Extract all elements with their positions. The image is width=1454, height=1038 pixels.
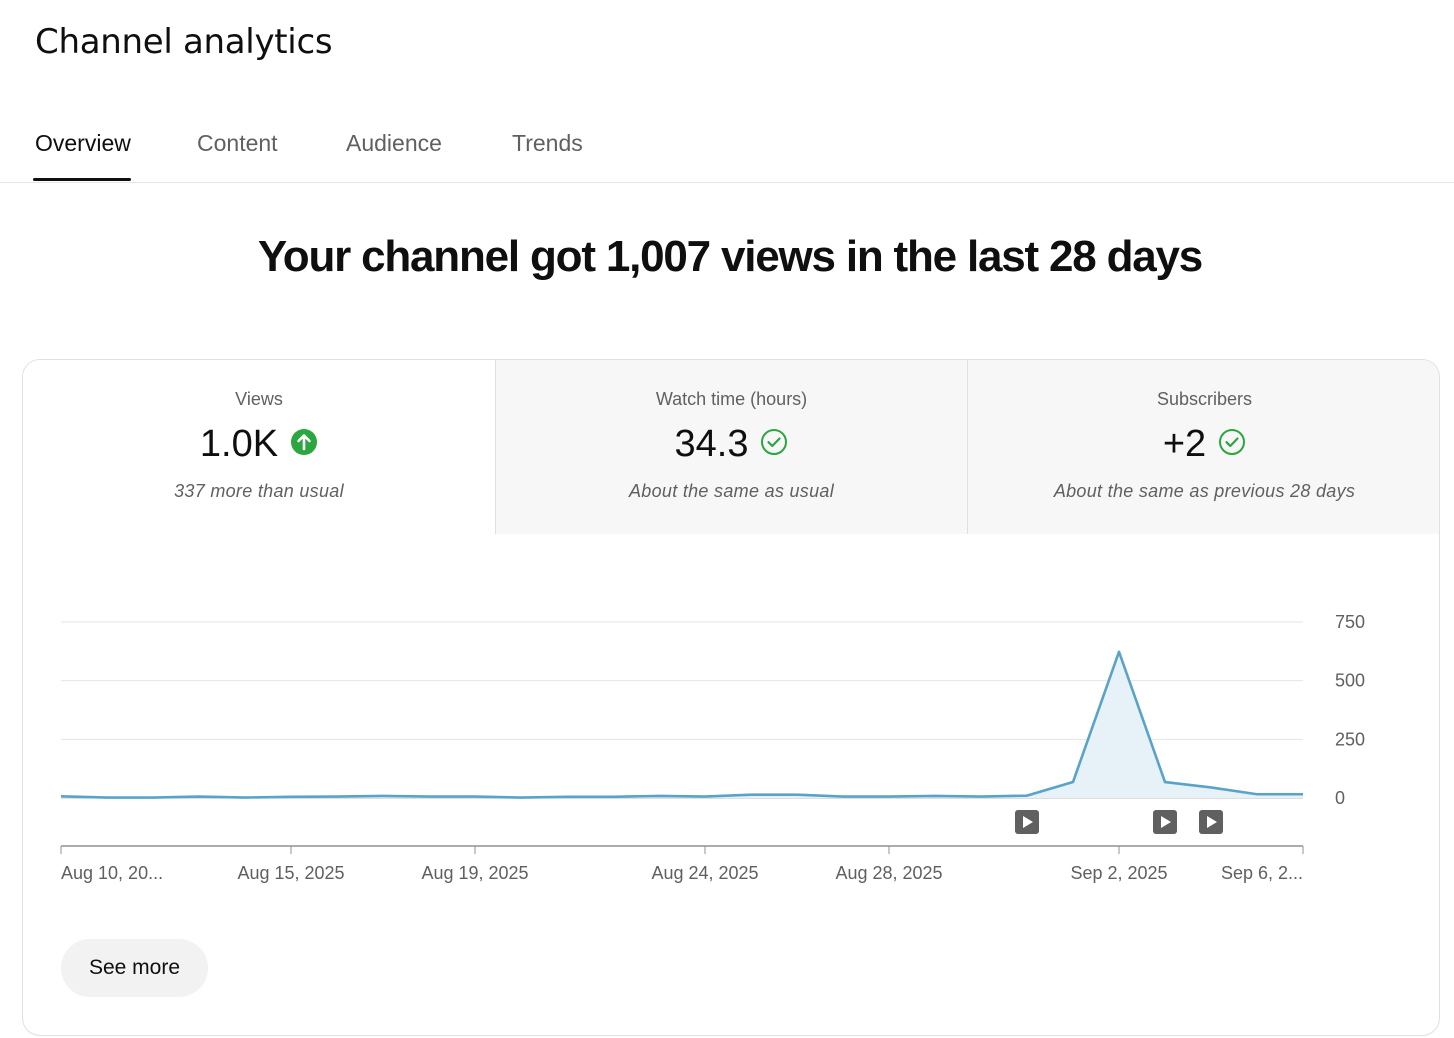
metric-value: +2 <box>1162 423 1207 465</box>
metric-title: Subscribers <box>1156 389 1253 409</box>
series-area <box>61 651 1303 798</box>
tab-content[interactable]: Content <box>197 130 278 156</box>
y-tick-label: 0 <box>1335 788 1345 808</box>
series-line <box>60 650 1303 799</box>
metric-views[interactable]: Views 1.0K 337 more than usual <box>23 360 495 534</box>
x-tick-label: Aug 10, 20... <box>61 863 163 883</box>
metric-watch-time[interactable]: Watch time (hours) 34.3 About the same a… <box>496 360 967 534</box>
metric-value-row: 34.3 <box>496 423 967 466</box>
x-tick-label: Aug 15, 2025 <box>237 863 344 883</box>
active-tab-indicator <box>33 178 131 181</box>
metric-subscribers[interactable]: Subscribers +2 About the same as previou… <box>968 360 1439 534</box>
metric-note: 337 more than usual <box>174 481 344 501</box>
tab-trends[interactable]: Trends <box>512 130 583 156</box>
views-chart-svg: 0 250 500 750 Aug 10, 20... Aug 15, 2025 Aug 1… <box>60 612 1365 883</box>
page-title: Channel analytics <box>35 22 333 62</box>
metric-note: About the same as usual <box>628 481 835 501</box>
check-circle-outline-icon <box>1218 428 1246 461</box>
see-more-button[interactable]: See more <box>61 939 208 997</box>
metric-value-row: +2 <box>968 423 1439 466</box>
check-circle-outline-icon <box>760 428 788 461</box>
y-tick-label: 250 <box>1335 729 1365 749</box>
tab-bar: Overview Content Audience Trends <box>0 112 1454 183</box>
metric-title: Views <box>235 389 283 409</box>
metric-divider <box>495 360 496 534</box>
y-tick-label: 750 <box>1335 612 1365 632</box>
metric-title: Watch time (hours) <box>655 389 808 409</box>
arrow-up-circle-icon <box>290 428 318 461</box>
play-icon <box>1207 816 1217 828</box>
metric-value: 34.3 <box>674 423 749 465</box>
play-icon <box>1161 816 1171 828</box>
views-chart: 0 250 500 750 Aug 10, 20... Aug 15, 2025 Aug 1… <box>23 534 1439 934</box>
views-headline: Your channel got 1,007 views in the last… <box>257 232 1203 281</box>
x-tick-label: Sep 6, 2... <box>1221 863 1303 883</box>
y-tick-label: 500 <box>1335 671 1365 691</box>
play-icon <box>1023 816 1033 828</box>
analytics-card: Views 1.0K 337 more than usual Watch tim… <box>22 359 1440 1036</box>
metric-note: About the same as previous 28 days <box>1053 481 1356 501</box>
metric-value-row: 1.0K <box>23 423 495 466</box>
x-tick-label: Aug 19, 2025 <box>421 863 528 883</box>
tab-audience[interactable]: Audience <box>346 130 442 156</box>
metric-divider <box>967 360 968 534</box>
metric-value: 1.0K <box>199 423 279 465</box>
x-tick-label: Aug 28, 2025 <box>835 863 942 883</box>
x-tick-label: Sep 2, 2025 <box>1070 863 1167 883</box>
tab-overview[interactable]: Overview <box>35 130 131 156</box>
x-tick-label: Aug 24, 2025 <box>651 863 758 883</box>
